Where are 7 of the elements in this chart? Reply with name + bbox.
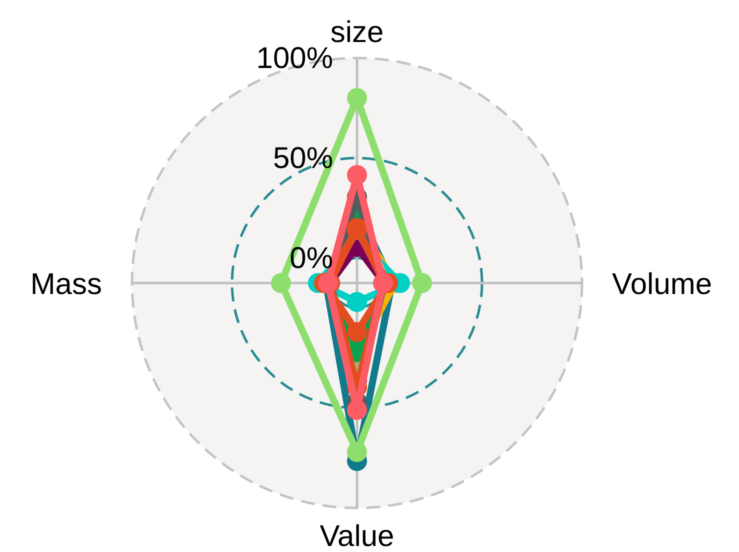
- y-tick-label: 100%: [256, 42, 333, 75]
- spoke-label: Mass: [30, 268, 102, 301]
- spoke-label: size: [330, 16, 384, 49]
- y-tick-label: 0%: [290, 242, 333, 275]
- spoke-label: Volume: [612, 268, 712, 301]
- y-tick-label: 50%: [272, 142, 333, 175]
- spoke-label: Value: [320, 520, 394, 552]
